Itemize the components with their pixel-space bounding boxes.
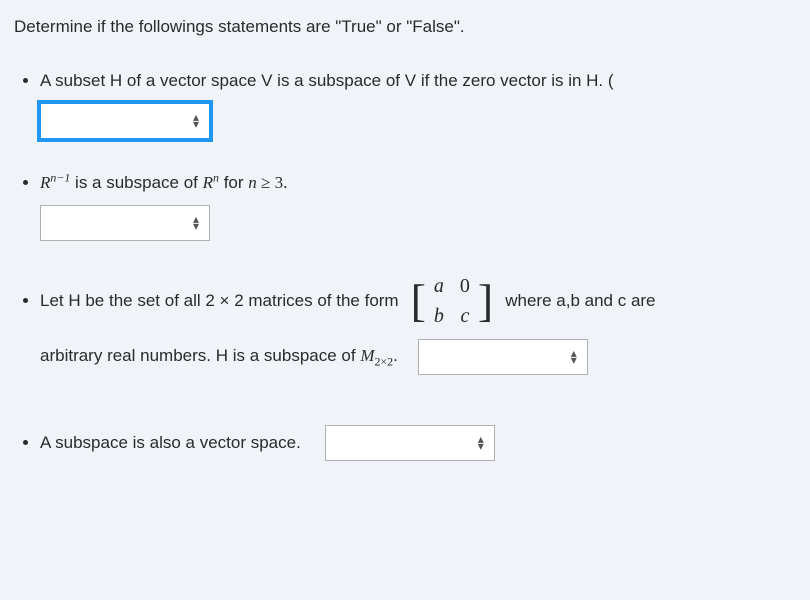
q3-Msub: 2×2 — [374, 354, 393, 368]
q2-mid: is a subspace of — [70, 173, 202, 192]
q3-tail: where a,b and c are — [505, 288, 655, 314]
select-arrows-icon — [193, 114, 199, 128]
question-2: Rn−1 is a subspace of Rn for n ≥ 3. — [40, 169, 792, 241]
question-prompt: Determine if the followings statements a… — [14, 14, 792, 40]
q3-matrix: [ a 0 b c ] — [411, 271, 494, 331]
q2-geq: ≥ 3. — [257, 173, 288, 192]
q1-text: A subset H of a vector space V is a subs… — [40, 71, 614, 90]
matrix-b: b — [426, 301, 452, 331]
q4-text: A subspace is also a vector space. — [40, 430, 301, 456]
q2-R2: R — [203, 173, 213, 192]
matrix-0: 0 — [452, 271, 478, 301]
question-4: A subspace is also a vector space. — [40, 425, 792, 461]
q3-dot: . — [393, 346, 398, 365]
q2-text: Rn−1 is a subspace of Rn for n ≥ 3. — [40, 173, 287, 192]
q2-n: n — [248, 173, 257, 192]
q2-sup1: n−1 — [50, 170, 70, 184]
q1-select[interactable] — [40, 103, 210, 139]
q3-M: M — [360, 346, 374, 365]
q2-select[interactable] — [40, 205, 210, 241]
q3-select[interactable] — [418, 339, 588, 375]
select-arrows-icon — [571, 350, 577, 364]
select-arrows-icon — [193, 216, 199, 230]
q2-R1: R — [40, 173, 50, 192]
q3-line2a: arbitrary real numbers. H is a subspace … — [40, 346, 360, 365]
matrix-a: a — [426, 271, 452, 301]
select-arrows-icon — [478, 436, 484, 450]
q2-post: for — [219, 173, 248, 192]
q3-line2: arbitrary real numbers. H is a subspace … — [40, 343, 398, 371]
question-3: Let H be the set of all 2 × 2 matrices o… — [40, 271, 792, 375]
q4-select[interactable] — [325, 425, 495, 461]
question-1: A subset H of a vector space V is a subs… — [40, 68, 792, 140]
matrix-c: c — [452, 301, 478, 331]
q3-lead: Let H be the set of all 2 × 2 matrices o… — [40, 288, 399, 314]
